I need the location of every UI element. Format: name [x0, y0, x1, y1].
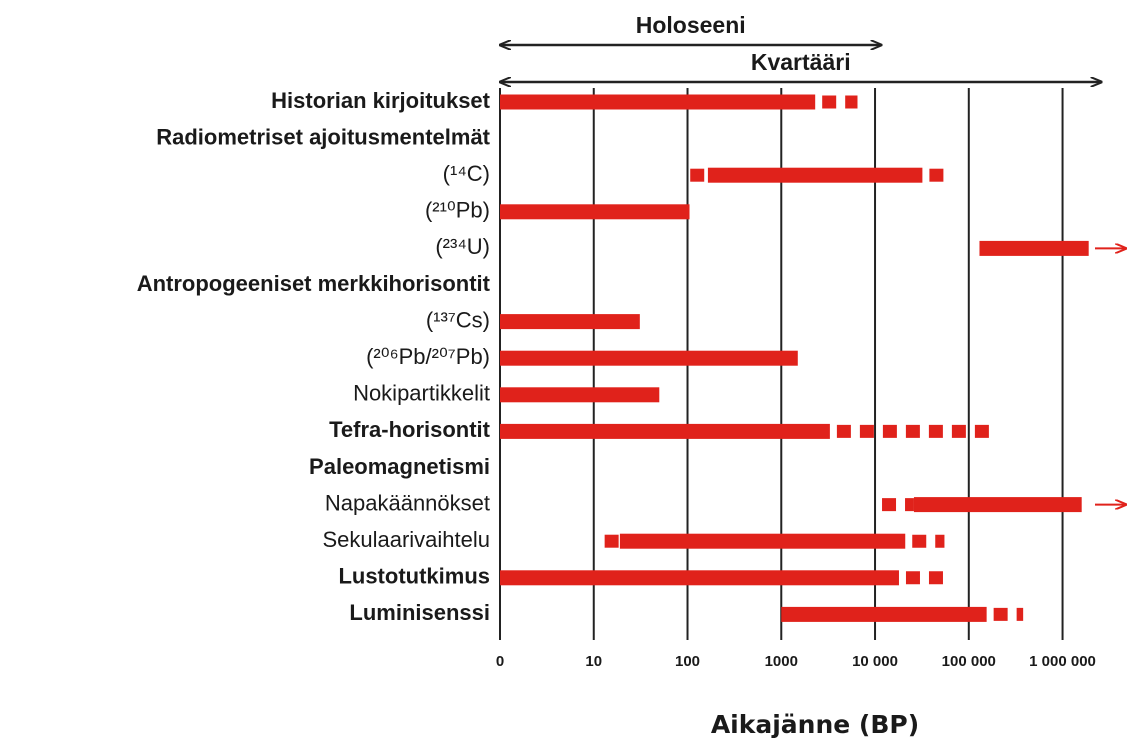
row-label: Sekulaarivaihtelu: [322, 527, 490, 552]
row-label: Tefra-horisontit: [329, 417, 491, 442]
x-tick-label: 1 000 000: [1029, 653, 1096, 670]
x-tick-label: 1000: [765, 653, 798, 670]
row-label: (²¹⁰Pb): [425, 198, 490, 223]
range-bar: [619, 533, 906, 549]
x-tick-label: 10: [585, 653, 602, 670]
row-label: (¹⁴C): [443, 161, 490, 186]
row-label: Nokipartikkelit: [353, 381, 490, 406]
x-tick-label: 0: [496, 653, 504, 670]
row-label: Lustotutkimus: [338, 564, 490, 589]
row-label: Historian kirjoitukset: [271, 88, 491, 113]
range-bar: [500, 570, 899, 586]
range-bar: [913, 497, 1082, 513]
row-label: (¹³⁷Cs): [426, 307, 490, 332]
row-label: Radiometriset ajoitusmentelmät: [156, 124, 490, 149]
row-label: Antropogeeniset merkkihorisontit: [137, 271, 491, 296]
range-bar: [500, 314, 640, 330]
row-label: Paleomagnetismi: [309, 454, 490, 479]
range-bar: [500, 423, 830, 439]
x-tick-label: 100 000: [942, 653, 996, 670]
range-bar: [500, 204, 690, 220]
row-label: (²³⁴U): [435, 234, 490, 259]
range-bar: [707, 167, 923, 183]
range-bar: [500, 387, 660, 403]
span-label: Holoseeni: [636, 12, 746, 38]
range-bar: [979, 240, 1089, 256]
x-tick-label: 100: [675, 653, 700, 670]
range-bar: [500, 94, 816, 110]
row-label: Napakäännökset: [325, 490, 490, 515]
range-bar: [500, 350, 798, 366]
row-label: (²⁰⁶Pb/²⁰⁷Pb): [366, 344, 490, 369]
span-label: Kvartääri: [751, 49, 851, 75]
x-axis-title: Aikajänne (BP): [711, 710, 919, 739]
range-bar: [781, 606, 987, 622]
row-label: Luminisenssi: [349, 600, 490, 625]
x-tick-label: 10 000: [852, 653, 898, 670]
